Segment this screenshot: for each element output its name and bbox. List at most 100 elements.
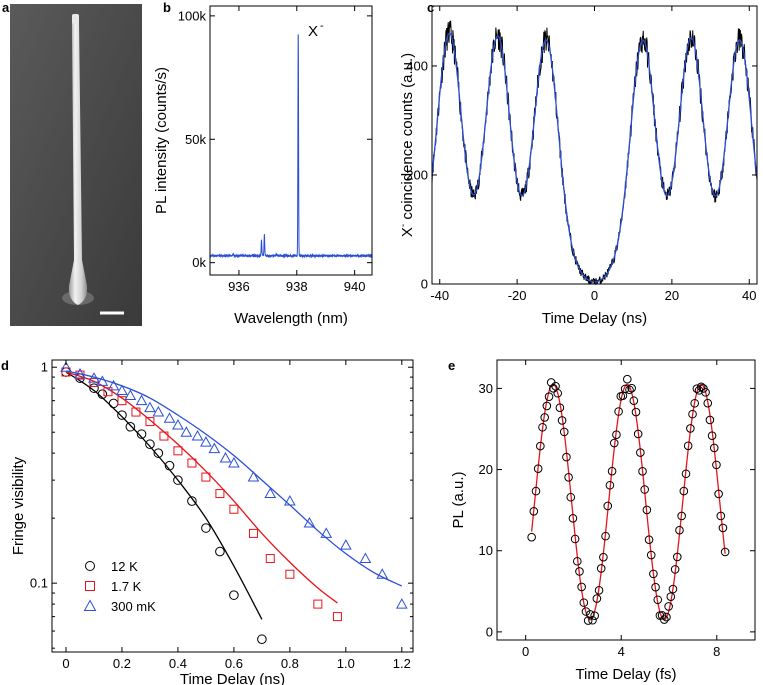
marker-300mk <box>135 394 148 406</box>
marker-300mk <box>339 539 352 550</box>
fringe-data-point <box>625 385 634 395</box>
panel-c-ylabel-main: X <box>399 227 416 237</box>
fringe-data-point <box>651 582 660 592</box>
marker-1p7k <box>265 554 275 564</box>
fringe-data-point <box>716 511 726 521</box>
panel-b-frame <box>209 5 373 276</box>
fringe-data-point <box>664 602 673 611</box>
fringe-data-point <box>531 486 541 496</box>
panel-c-xlabel: Time Delay (ns) <box>542 310 647 327</box>
panel-e-ylabel: PL (a.u.) <box>450 472 467 529</box>
panel-b-ylabel: PL intensity (counts/s) <box>153 67 170 214</box>
marker-300mk <box>284 495 296 506</box>
marker-12k <box>164 460 175 471</box>
fringe-data-point <box>620 384 630 394</box>
fringe-data-point <box>549 384 558 393</box>
marker-300mk <box>191 430 204 441</box>
nanowire-tip <box>72 14 79 24</box>
marker-300mk <box>88 372 100 383</box>
fringe-data-point <box>623 374 632 384</box>
panel-c-ytick-label: 400 <box>406 58 428 73</box>
fringe-data-point <box>629 396 639 406</box>
panel-b-ytick-label: 0k <box>192 255 206 270</box>
fringe-data-point <box>640 485 649 494</box>
fringe-data-point <box>586 610 595 619</box>
fringe-data-point <box>612 430 621 439</box>
fringe-data-point <box>579 598 589 607</box>
legend-label: 12 K <box>111 559 138 574</box>
marker-300mk <box>395 598 408 609</box>
fringe-data-point <box>668 584 678 594</box>
fringe-data-point <box>527 532 536 542</box>
fringe-data-point <box>677 511 686 521</box>
fringe-data-point <box>536 441 545 451</box>
fringe-data-point <box>681 469 691 479</box>
fringe-data-point <box>649 569 658 579</box>
panel-c-ylabel-sup: - <box>398 224 409 227</box>
fringe-data-point <box>718 523 728 533</box>
legend-marker-triangle <box>83 599 97 611</box>
spectrum-line <box>209 34 373 259</box>
panel-d-ytick-label: 1 <box>41 360 48 375</box>
marker-12k <box>257 634 267 645</box>
panel-b-xtick-label: 936 <box>228 279 250 294</box>
marker-300mk <box>247 471 260 482</box>
marker-300mk <box>200 436 212 447</box>
panel-d-legend: 12 K 1.7 K 300 mK <box>83 559 156 614</box>
marker-300mk <box>172 418 184 430</box>
marker-300mk <box>144 401 156 413</box>
marker-1p7k <box>201 472 211 482</box>
legend-marker-square <box>85 581 95 591</box>
fringe-data-point <box>540 413 549 422</box>
panel-e-xtick-label: 4 <box>618 644 625 659</box>
marker-12k <box>215 546 225 557</box>
marker-12k <box>136 429 147 439</box>
fringe-data-point <box>631 407 641 417</box>
panel-d-xtick-label: 0.2 <box>113 656 131 671</box>
fringe-data-point <box>596 564 606 573</box>
fringe-data-point <box>686 424 695 433</box>
marker-12k <box>117 410 127 420</box>
panel-letter-b: b <box>163 0 171 15</box>
marker-12k <box>201 523 211 533</box>
fringe-data-point <box>568 514 578 523</box>
fringe-data-point <box>709 443 719 453</box>
marker-300mk <box>180 426 193 437</box>
fringe-data-point <box>633 429 643 439</box>
panel-d-ylabel: Fringe visibility <box>10 456 27 555</box>
fringe-data-point <box>683 441 693 451</box>
fringe-data-point <box>712 460 721 470</box>
fringe-data-point <box>662 612 671 622</box>
marker-1p7k <box>159 431 169 441</box>
marker-12k <box>108 398 119 409</box>
fringe-data-point <box>575 567 584 576</box>
fringe-data-point <box>542 401 552 411</box>
legend-marker-circle <box>85 561 95 571</box>
fringe-data-point <box>644 535 654 544</box>
marker-12k <box>187 496 197 506</box>
panel-b-xlabel: Wavelength (nm) <box>234 310 348 327</box>
fringe-data-point <box>588 615 597 625</box>
marker-300mk <box>163 412 176 423</box>
fringe-data-point <box>696 382 706 392</box>
panel-b-ytick-label: 50k <box>185 132 206 147</box>
fringe-data-point <box>614 407 623 416</box>
fringe-data-point <box>701 388 710 397</box>
marker-300mk <box>96 375 109 386</box>
marker-12k <box>145 439 155 450</box>
fringe-data-point <box>657 611 667 620</box>
fringe-data-point <box>594 586 604 595</box>
panel-e-ytick-label: 20 <box>479 462 493 477</box>
fringe-data-point <box>605 480 615 490</box>
peak-annotation: X <box>308 23 318 40</box>
coincidence-data-line <box>431 20 758 286</box>
marker-300mk <box>208 442 221 454</box>
marker-12k <box>97 389 108 399</box>
panel-b-xtick-label: 938 <box>286 279 308 294</box>
marker-1p7k <box>229 504 239 514</box>
panel-d-visibility: 0 0.2 0.4 0.6 0.8 1.0 1.2 0.1 1 Time Delay (ns) Fr… <box>10 359 414 685</box>
fringe-data-point <box>553 388 563 398</box>
panel-c-xtick-label: 0 <box>591 288 598 303</box>
panel-b-ytick-label: 100k <box>178 8 207 23</box>
